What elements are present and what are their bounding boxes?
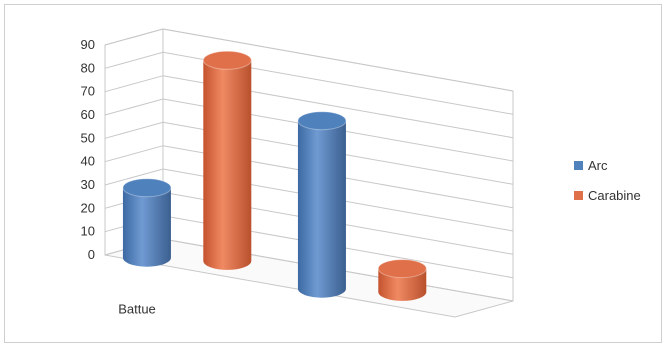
gridline <box>104 28 514 92</box>
legend-label: Carabine <box>588 188 641 203</box>
bar-carabine-1 <box>377 259 427 301</box>
chart-bars <box>122 50 427 301</box>
y-tick-label: 90 <box>81 37 95 52</box>
gridline <box>104 168 514 232</box>
gridline <box>104 51 514 115</box>
chart-plot: 0 10 20 30 40 50 60 70 80 90 BattueAffût Arc Carab… <box>81 28 641 318</box>
chart-frame: 0 10 20 30 40 50 60 70 80 90 BattueAffût Arc Carab… <box>4 4 662 343</box>
gridline <box>104 145 514 209</box>
y-tick-label: 40 <box>81 154 95 169</box>
y-tick-label: 60 <box>81 107 95 122</box>
y-tick-label: 50 <box>81 130 95 145</box>
y-tick-label: 80 <box>81 60 95 75</box>
cylinder-body <box>297 120 346 298</box>
legend-swatch <box>574 161 583 170</box>
gridline <box>104 121 514 185</box>
cylinder-top <box>297 111 347 131</box>
bar-arc-0 <box>122 178 172 267</box>
bar-carabine-0 <box>202 50 252 270</box>
cylinder-top <box>377 259 427 279</box>
y-tick-label: 70 <box>81 84 95 99</box>
cylinder-body <box>203 60 252 270</box>
cylinder-top <box>122 178 172 198</box>
legend-label: Arc <box>588 158 608 173</box>
y-tick-label: 10 <box>81 224 95 239</box>
x-axis-ticks: BattueAffût <box>118 301 156 316</box>
y-tick-label: 0 <box>88 247 95 262</box>
legend: Arc Carabine <box>574 158 641 203</box>
cylinder-top <box>202 50 252 70</box>
bar-arc-1 <box>297 111 347 298</box>
gridline <box>104 98 514 162</box>
y-tick-label: 20 <box>81 200 95 215</box>
gridline <box>104 75 514 139</box>
cylinder-body <box>378 268 427 301</box>
y-tick-label: 30 <box>81 177 95 192</box>
y-axis-ticks: 0 10 20 30 40 50 60 70 80 90 <box>81 37 95 262</box>
x-tick-label: Battue <box>118 301 156 316</box>
cylinder-body <box>122 187 171 267</box>
legend-swatch <box>574 191 583 200</box>
